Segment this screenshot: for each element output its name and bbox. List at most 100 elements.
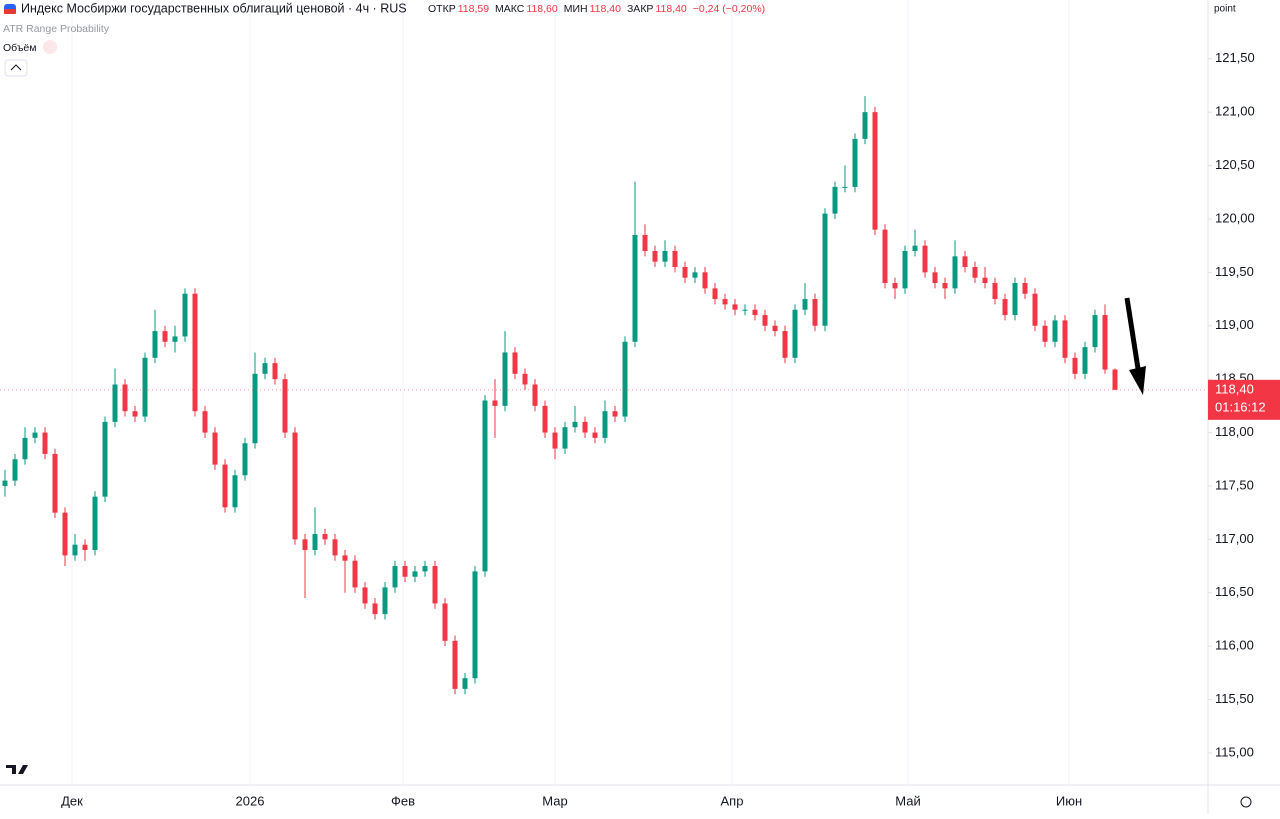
candle-body [512,352,518,374]
settings-icon[interactable] [1240,796,1252,808]
candle-body [542,405,548,433]
candle-body [762,315,768,326]
y-tick-label: 115,50 [1215,691,1254,706]
candle-body [552,432,558,449]
candle-body [352,560,358,588]
candle-body [922,245,928,273]
y-tick-label: 119,50 [1215,264,1254,279]
candle-body [812,299,818,326]
candle-body [362,587,368,604]
candle-body [932,272,938,284]
candle-body [332,539,338,556]
candle-body [262,363,268,374]
y-tick-label: 120,00 [1215,210,1255,225]
legend-label: МАКС [495,3,525,15]
candle-body [962,256,968,268]
candle-body [312,534,318,551]
x-tick-label: Июн [1056,793,1082,808]
candle-body [1062,320,1068,358]
candle-body [832,186,838,214]
y-tick-label: 117,50 [1215,477,1254,492]
candle-body [902,250,908,289]
candle-body [772,325,778,332]
symbol-title[interactable]: Индекс Мосбиржи государственных облигаци… [21,1,407,15]
candle-body [342,555,348,561]
candle-body [572,421,578,428]
candle-body [862,112,868,139]
logo[interactable] [6,765,28,774]
candle-body [662,250,668,262]
legend-value: 118,59 [458,3,489,15]
candle-body [292,432,298,540]
candle-body [682,267,688,278]
y-tick-label: 116,50 [1215,584,1254,599]
candle-body [982,277,988,284]
candle-body [272,363,278,380]
legend-value: 118,40 [590,3,621,15]
candle-body [42,432,48,454]
y-tick-label: 121,00 [1215,104,1255,119]
candle-body [2,480,8,486]
candle-body [1052,320,1058,342]
candle-body [372,603,378,615]
candle-body [942,283,948,289]
candle-body [822,213,828,326]
candle-body [752,309,758,316]
candle-body [62,512,68,556]
indicator-label[interactable]: Объём [3,42,36,54]
candle-body [242,443,248,476]
x-tick-label: Мар [542,793,567,808]
warning-icon[interactable] [43,40,57,54]
candle-body [412,571,418,577]
candle-body [562,427,568,449]
candle-body [302,539,308,551]
candle-body [842,186,848,188]
indicator-label[interactable]: ATR Range Probability [3,23,110,35]
legend-value: −0,24 (−0,20%) [693,3,765,15]
candle-body [452,640,458,689]
candle-body [12,459,18,481]
candle-body [912,245,918,251]
candle-body [252,373,258,444]
candle-body [32,432,38,438]
candle-body [1102,315,1108,370]
x-tick-label: Дек [61,793,83,808]
candle-body [1042,325,1048,342]
candle-body [872,112,878,230]
candle-body [482,400,488,572]
candle-body [1002,299,1008,316]
collapse-button[interactable] [4,59,28,77]
countdown: 01:16:12 [1215,399,1266,414]
candle-body [1112,369,1118,390]
candle-body [472,571,478,679]
y-tick-label: 116,00 [1215,638,1254,653]
candle-body [152,331,158,358]
candle-body [532,384,538,406]
candle-body [632,234,638,342]
candle-body [432,566,438,604]
candle-body [742,309,748,311]
x-tick-label: Май [895,793,920,808]
candle-body [612,411,618,417]
candle-body [442,603,448,641]
candle-body [622,341,628,417]
candle-body [1032,293,1038,326]
candle-body [642,234,648,251]
candle-body [592,432,598,438]
candle-body [692,272,698,278]
candles [2,96,1118,695]
candle-body [1022,283,1028,294]
unit-label: point [1214,4,1236,15]
axes: 115,00 115,50 116,00 116,50 117,00 117,50 118,… [0,50,1280,808]
candle-body [122,384,128,412]
candle-body [102,421,108,497]
candle-body [1012,283,1018,316]
legend-label: МИН [564,3,588,15]
y-tick-label: 117,00 [1215,531,1254,546]
ohlc-legend: ОТКР 118,59 МАКС 118,60 МИН 118,40 ЗАКР 118,40−… [428,3,765,15]
candle-body [782,331,788,358]
x-tick-label: 2026 [236,793,265,808]
candle-body [952,256,958,289]
candle-body [202,411,208,433]
